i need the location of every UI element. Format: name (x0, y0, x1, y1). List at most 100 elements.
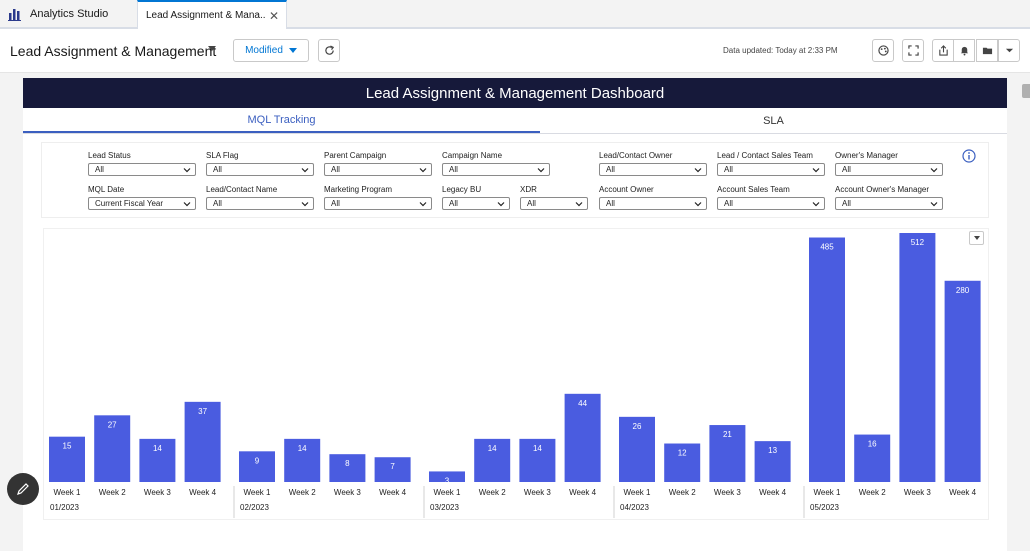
more-actions-button[interactable] (998, 39, 1020, 62)
chevron-down-icon (183, 202, 191, 207)
filter-select[interactable]: All (442, 163, 550, 176)
x-group-label: 03/2023 (430, 503, 459, 512)
x-tick-label: Week 3 (334, 488, 362, 497)
chart-bar[interactable] (474, 438, 511, 482)
filter-label: Marketing Program (324, 185, 393, 194)
filter-select[interactable]: All (717, 197, 825, 210)
x-tick-label: Week 2 (479, 488, 507, 497)
chart-bar[interactable] (374, 457, 411, 482)
side-panel-handle[interactable] (1022, 84, 1030, 98)
refresh-icon (324, 45, 334, 55)
chart-bar[interactable] (564, 393, 601, 482)
chart-bar[interactable] (754, 441, 791, 482)
filter-label: Lead / Contact Sales Team (717, 151, 813, 160)
filter-select[interactable]: Current Fiscal Year (88, 197, 196, 210)
filter-select[interactable]: All (206, 163, 314, 176)
chart-bar[interactable] (809, 237, 845, 482)
chart-bar[interactable] (854, 434, 891, 482)
filter-legacy-bu: Legacy BU All (442, 185, 510, 210)
x-tick-label: Week 4 (379, 488, 407, 497)
page-title: Lead Assignment & Management (10, 43, 217, 59)
filter-account-sales-team: Account Sales Team All (717, 185, 825, 210)
chart-bar[interactable] (944, 280, 981, 482)
chevron-down-icon (301, 168, 309, 173)
filter-select[interactable]: All (599, 197, 707, 210)
filter-value: All (842, 199, 851, 208)
chart-bar[interactable] (709, 425, 746, 482)
bar-value-label: 26 (633, 422, 642, 431)
x-tick-label: Week 4 (949, 488, 977, 497)
folder-button[interactable] (976, 39, 998, 62)
filter-label: Owner's Manager (835, 151, 898, 160)
filter-lead-contact-sales-team: Lead / Contact Sales Team All (717, 151, 825, 176)
filter-label: Lead Status (88, 151, 131, 160)
filter-select[interactable]: All (835, 197, 943, 210)
share-icon (938, 45, 948, 56)
chart-bar[interactable] (94, 415, 131, 482)
tab-sla[interactable]: SLA (540, 108, 1007, 133)
chevron-down-icon[interactable] (208, 46, 216, 51)
dashboard-canvas: Lead Assignment & Management Dashboard M… (23, 78, 1007, 551)
tab-mql-tracking-label: MQL Tracking (247, 113, 316, 126)
filter-marketing-program: Marketing Program All (324, 185, 432, 210)
chart-bar[interactable] (429, 471, 465, 482)
analytics-logo-icon (8, 9, 21, 21)
chart-bar[interactable] (619, 416, 655, 482)
bar-value-label: 14 (298, 444, 307, 453)
chart-bar[interactable] (664, 443, 701, 482)
filter-label: MQL Date (88, 185, 125, 194)
chart-bar[interactable] (239, 451, 275, 482)
filter-select[interactable]: All (442, 197, 510, 210)
modified-button[interactable]: Modified (233, 39, 309, 62)
fullscreen-button[interactable] (902, 39, 924, 62)
filter-select[interactable]: All (206, 197, 314, 210)
chart-bar[interactable] (519, 438, 556, 482)
filter-campaign-name: Campaign Name All (442, 151, 550, 176)
chart-bar[interactable] (284, 438, 321, 482)
bar-value-label: 512 (911, 238, 925, 247)
dashboard-header: Lead Assignment & Management Modified Da… (0, 29, 1030, 98)
share-button[interactable] (932, 39, 954, 62)
bar-value-label: 8 (345, 459, 350, 468)
close-icon[interactable]: ✕ (268, 8, 280, 23)
filter-value: All (606, 199, 615, 208)
bell-icon (960, 46, 968, 56)
chart-menu-button[interactable] (969, 231, 984, 245)
x-tick-label: Week 1 (814, 488, 842, 497)
info-icon[interactable] (962, 149, 976, 163)
x-tick-label: Week 3 (904, 488, 932, 497)
refresh-button[interactable] (318, 39, 340, 62)
filter-label: Lead/Contact Owner (599, 151, 673, 160)
filter-select[interactable]: All (324, 197, 432, 210)
filter-select[interactable]: All (88, 163, 196, 176)
x-tick-label: Week 2 (289, 488, 317, 497)
filter-value: Current Fiscal Year (95, 199, 164, 208)
chart-bar[interactable] (184, 401, 221, 482)
palette-button[interactable] (872, 39, 894, 62)
chart-bar[interactable] (139, 438, 176, 482)
filter-lead-contact-owner: Lead/Contact Owner All (599, 151, 707, 176)
notification-button[interactable] (953, 39, 975, 62)
filter-value: All (213, 165, 222, 174)
tab-lead-assignment[interactable]: Lead Assignment & Mana... ✕ (137, 0, 287, 29)
edit-button[interactable] (7, 473, 39, 505)
bar-value-label: 16 (868, 440, 877, 449)
palette-icon (877, 45, 889, 56)
bar-value-label: 14 (488, 444, 497, 453)
filter-parent-campaign: Parent Campaign All (324, 151, 432, 176)
chart-bar[interactable] (899, 233, 936, 482)
filter-select[interactable]: All (835, 163, 943, 176)
filter-select[interactable]: All (520, 197, 588, 210)
app-launcher-tab[interactable]: Analytics Studio (0, 0, 136, 28)
chevron-down-icon (575, 202, 583, 207)
filter-select[interactable]: All (599, 163, 707, 176)
chart-bar[interactable] (329, 454, 366, 482)
tab-mql-tracking[interactable]: MQL Tracking (23, 108, 540, 133)
expand-icon (907, 45, 919, 56)
x-tick-label: Week 4 (569, 488, 597, 497)
filter-select[interactable]: All (324, 163, 432, 176)
caret-down-icon (973, 236, 980, 240)
filter-select[interactable]: All (717, 163, 825, 176)
filter-label: SLA Flag (206, 151, 239, 160)
chart-bar[interactable] (49, 436, 85, 482)
